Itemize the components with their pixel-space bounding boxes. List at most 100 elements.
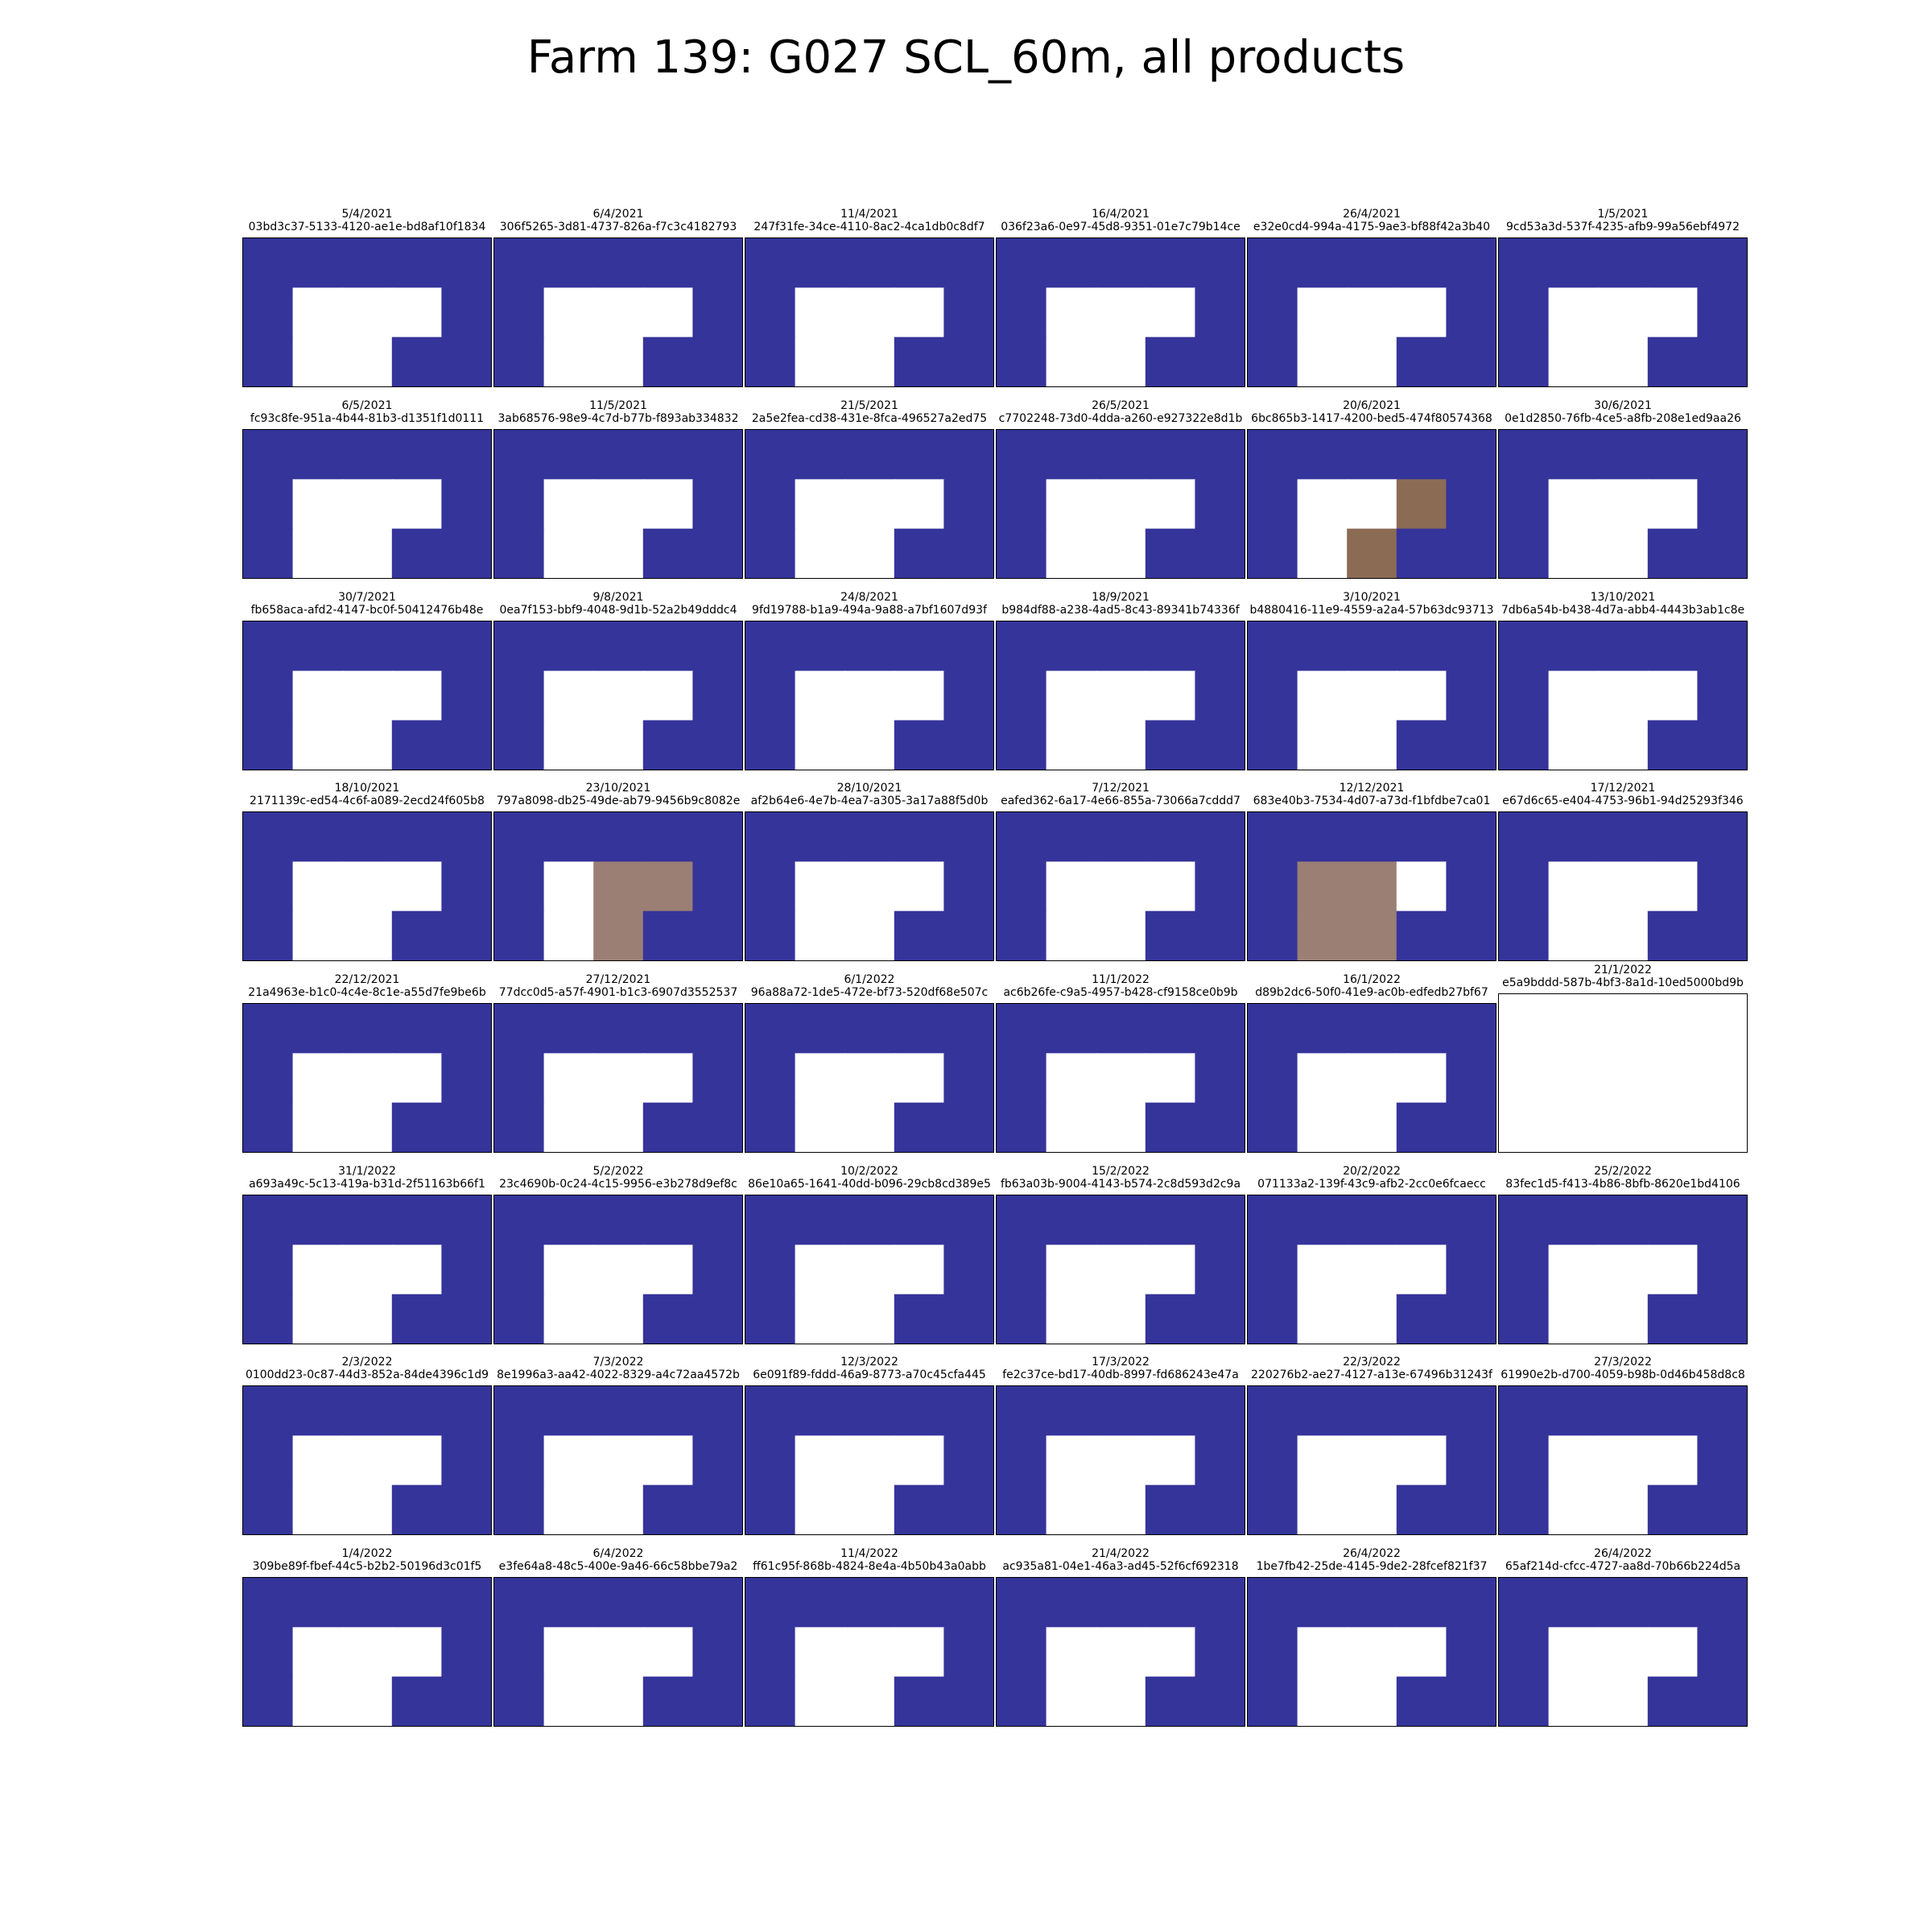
panel-title: 6/4/2022 e3fe64a8-48c5-400e-9a46-66c58bbe… (477, 1547, 759, 1573)
heatmap-cell (643, 1103, 694, 1152)
heatmap-cell (1146, 1294, 1196, 1344)
panel-product-id: 683e40b3-7534-4d07-a73d-f1bfdbe7ca01 (1231, 795, 1513, 807)
heatmap-cell (795, 430, 846, 481)
heatmap-cell (943, 1245, 993, 1295)
heatmap-cell (342, 812, 393, 863)
heatmap-cell (1549, 1195, 1600, 1246)
panel-date: 18/10/2021 (226, 782, 508, 795)
heatmap-cell (1298, 812, 1348, 863)
heatmap-cell (692, 1627, 742, 1678)
heatmap-svg (1499, 1578, 1747, 1726)
heatmap-cell (894, 238, 945, 289)
heatmap-cell (643, 529, 694, 578)
heatmap-cell (943, 1004, 993, 1055)
heatmap-cell (293, 911, 344, 960)
heatmap-svg (494, 1004, 742, 1152)
heatmap-cell (1446, 1677, 1496, 1726)
heatmap-cell (1347, 621, 1397, 672)
heatmap-cell (1446, 1245, 1496, 1295)
heatmap-svg (997, 621, 1245, 770)
panel-date: 24/8/2021 (729, 591, 1010, 604)
heatmap-cell (1549, 671, 1600, 721)
heatmap-cell (1598, 529, 1649, 578)
panel-title: 17/3/2022 fe2c37ce-bd17-40db-8997-fd68624… (980, 1356, 1261, 1381)
heatmap-cell (1397, 337, 1447, 386)
panel-heatmap (1247, 237, 1496, 387)
heatmap-cell (243, 430, 294, 481)
heatmap-cell (1248, 430, 1298, 481)
heatmap-cell (1499, 720, 1550, 770)
heatmap-svg (243, 430, 491, 578)
heatmap-cell (844, 1294, 895, 1344)
heatmap-cell (342, 430, 393, 481)
heatmap-cell (293, 621, 344, 672)
heatmap-cell (1499, 529, 1550, 578)
heatmap-cell (293, 861, 344, 912)
heatmap-cell (894, 812, 945, 863)
heatmap-cell (1195, 1578, 1245, 1629)
heatmap-cell (643, 1578, 694, 1629)
panel-heatmap (1498, 237, 1748, 387)
heatmap-cell (1248, 861, 1298, 912)
heatmap-cell (997, 1386, 1047, 1437)
panel-date: 6/1/2022 (729, 973, 1010, 986)
panel-heatmap (1247, 429, 1496, 579)
heatmap-cell (894, 1103, 945, 1152)
panel-heatmap (1498, 429, 1748, 579)
panel-product-id: 309be89f-fbef-44c5-b2b2-50196d3c01f5 (226, 1560, 508, 1573)
heatmap-cell (943, 430, 993, 481)
heatmap-cell (1248, 1485, 1298, 1534)
heatmap-cell (1096, 812, 1146, 863)
heatmap-cell (544, 529, 595, 578)
heatmap-cell (544, 1435, 595, 1486)
heatmap-svg (997, 1578, 1245, 1726)
heatmap-cell (643, 621, 694, 672)
panel-title: 5/4/2021 03bd3c37-5133-4120-ae1e-bd8af10f… (226, 208, 508, 233)
heatmap-cell (494, 1195, 545, 1246)
heatmap-cell (844, 861, 895, 912)
heatmap-cell (692, 1245, 742, 1295)
panel-title: 6/5/2021 fc93c8fe-951a-4b44-81b3-d1351f1d… (226, 399, 508, 425)
heatmap-cell (593, 1677, 644, 1726)
heatmap-svg (1499, 994, 1747, 1152)
heatmap-svg (997, 1195, 1245, 1344)
panel-product-id: 77dcc0d5-a57f-4901-b1c3-6907d3552537 (477, 986, 759, 999)
panel-product-id: 6bc865b3-1417-4200-bed5-474f80574368 (1231, 412, 1513, 425)
heatmap-cell (1598, 1435, 1649, 1486)
panel-date: 27/3/2022 (1482, 1356, 1764, 1368)
heatmap-cell (392, 812, 443, 863)
heatmap-cell (1298, 911, 1348, 960)
heatmap-cell (1046, 861, 1097, 912)
heatmap-cell (392, 1004, 443, 1055)
panel-date: 11/4/2021 (729, 208, 1010, 221)
panel-title: 21/4/2022 ac935a81-04e1-46a3-ad45-52f6cf6… (980, 1547, 1261, 1573)
heatmap-cell (692, 1195, 742, 1246)
heatmap-cell (1697, 287, 1747, 338)
panel-date: 11/5/2021 (477, 399, 759, 412)
heatmap-cell (1397, 238, 1447, 289)
panel: 28/10/2021 af2b64e6-4e7b-4ea7-a305-3a17a8… (745, 779, 994, 961)
heatmap-cell (243, 1004, 294, 1055)
panel-heatmap (745, 237, 994, 387)
heatmap-cell (1549, 337, 1600, 386)
heatmap-cell (997, 1195, 1047, 1246)
heatmap-cell (894, 1578, 945, 1629)
heatmap-cell (1096, 287, 1146, 338)
heatmap-cell (1347, 430, 1397, 481)
heatmap-cell (894, 621, 945, 672)
panel-heatmap (996, 237, 1245, 387)
heatmap-cell (692, 1294, 742, 1344)
heatmap-svg (1248, 238, 1496, 386)
heatmap-svg (1248, 812, 1496, 960)
heatmap-cell (1347, 287, 1397, 338)
heatmap-cell (593, 1294, 644, 1344)
heatmap-cell (692, 1578, 742, 1629)
heatmap-cell (1397, 1677, 1447, 1726)
heatmap-cell (1598, 911, 1649, 960)
heatmap-cell (1598, 1386, 1649, 1437)
heatmap-cell (844, 1627, 895, 1678)
heatmap-cell (844, 1245, 895, 1295)
heatmap-cell (894, 861, 945, 912)
heatmap-cell (1499, 479, 1550, 530)
heatmap-cell (1046, 1053, 1097, 1104)
